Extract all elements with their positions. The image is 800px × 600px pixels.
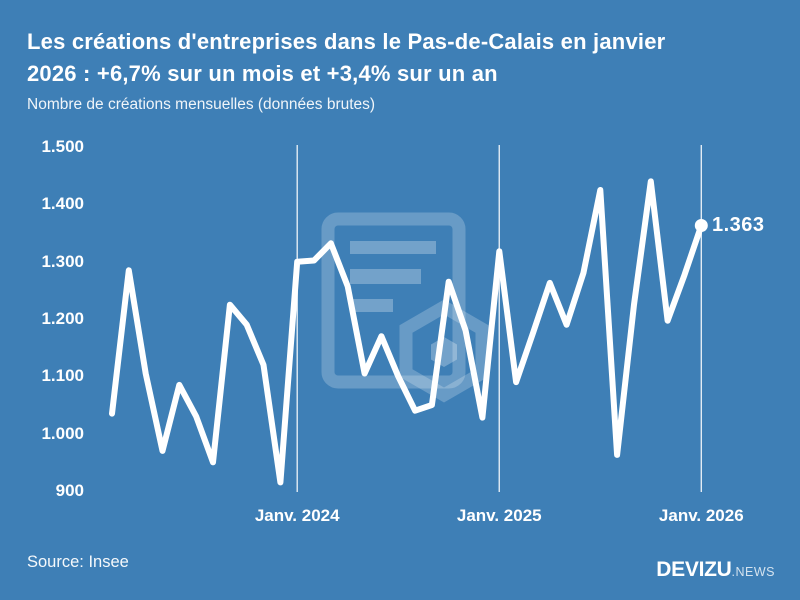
y-tick-label: 900: [55, 481, 84, 500]
title-line-1: Les créations d'entreprises dans le Pas-…: [27, 29, 666, 54]
brand-suffix: .NEWS: [731, 565, 775, 579]
x-tick-label: Janv. 2024: [254, 506, 340, 525]
brand-logo: DEVIZU.NEWS: [656, 558, 775, 582]
title-line-2: 2026 : +6,7% sur un mois et +3,4% sur un…: [27, 61, 498, 86]
source-credit: Source: Insee: [27, 553, 129, 571]
x-tick-label: Janv. 2026: [658, 506, 744, 525]
x-tick-label: Janv. 2025: [456, 506, 542, 525]
y-tick-label: 1.500: [41, 137, 84, 156]
data-line: [109, 178, 705, 486]
page-title: Les créations d'entreprises dans le Pas-…: [27, 26, 777, 90]
end-point-marker: [694, 219, 708, 232]
brand-name: DEVIZU: [656, 558, 732, 581]
y-tick-label: 1.000: [41, 423, 84, 443]
y-tick-label: 1.400: [41, 194, 84, 214]
y-tick-label: 1.200: [41, 309, 84, 328]
chart-subtitle: Nombre de créations mensuelles (données …: [27, 96, 376, 113]
y-tick-label: 1.300: [41, 251, 84, 271]
y-tick-label: 1.100: [41, 366, 84, 386]
chart-header: Les créations d'entreprises dans le Pas-…: [27, 26, 777, 114]
last-value-label: 1.363: [712, 214, 765, 236]
